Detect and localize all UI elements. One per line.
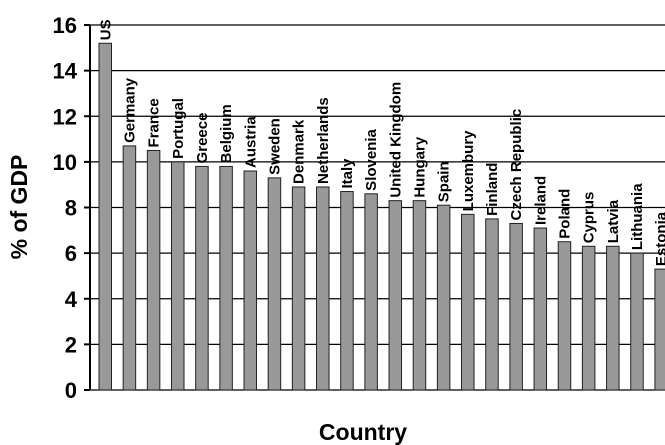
bar-label: Hungary [411, 136, 428, 198]
bar [219, 165, 233, 391]
bar-label: United Kingdom [387, 82, 404, 198]
bar [630, 252, 644, 391]
bar [364, 193, 378, 391]
y-tick-label: 12 [53, 104, 77, 129]
bar-label: Czech Republic [508, 109, 525, 221]
bar [436, 204, 451, 391]
bar-label: Denmark [291, 119, 308, 184]
bar [98, 42, 112, 391]
y-tick-label: 14 [53, 59, 78, 84]
bar-label: Poland [556, 189, 573, 239]
bar-label: Belgium [218, 104, 235, 163]
bar [412, 200, 427, 391]
bar [606, 245, 620, 391]
bar-label: Luxembury [460, 130, 477, 212]
bar [485, 218, 499, 391]
y-axis-title: % of GDP [6, 155, 32, 260]
bar-label: Greece [194, 113, 211, 164]
y-tick-label: 4 [65, 287, 78, 312]
bar [340, 191, 354, 391]
bar [581, 245, 596, 391]
bar-label: Lithuania [629, 183, 646, 250]
bar [654, 268, 665, 391]
bar [122, 145, 137, 391]
y-tick-label: 16 [53, 13, 77, 38]
bar [291, 186, 306, 391]
bar-label: Slovenia [363, 128, 380, 190]
bar-label: Germany [121, 77, 138, 143]
bar-label: Ireland [532, 176, 549, 225]
bar [243, 170, 258, 391]
bar [388, 200, 403, 391]
bar [171, 161, 185, 391]
bar-label: Spain [436, 161, 453, 202]
bar-label: Finland [484, 163, 501, 216]
bar [461, 213, 475, 391]
bar-label: Netherlands [315, 97, 332, 184]
y-tick-label: 6 [65, 241, 77, 266]
bar-label: Latvia [605, 199, 622, 243]
x-axis-title: Country [319, 419, 407, 445]
bar-label: Austria [242, 116, 259, 168]
bar-label: Cyprus [581, 192, 598, 244]
bar-label: Portugal [170, 98, 187, 159]
bar [509, 222, 523, 391]
y-tick-label: 8 [65, 196, 77, 221]
bar-label: US [97, 19, 114, 40]
bar-label: France [146, 98, 163, 147]
bar-labels: US Germany France Portugal Greece Belgium Aust… [97, 19, 665, 266]
bar [146, 149, 161, 391]
y-tick-label: 2 [65, 332, 77, 357]
bar [316, 186, 330, 391]
bar-label: Estonia [653, 211, 665, 266]
bars [98, 42, 665, 391]
bar [195, 165, 209, 391]
bar [557, 241, 572, 391]
y-tick-label: 0 [65, 378, 77, 403]
y-tick-label: 10 [53, 150, 77, 175]
y-axis-tick-labels: 0 2 4 6 8 10 12 14 16 [53, 13, 78, 403]
bar-label: Sweden [266, 118, 283, 175]
bar [267, 177, 282, 391]
bar [533, 227, 548, 391]
bar-label: Italy [339, 158, 356, 189]
